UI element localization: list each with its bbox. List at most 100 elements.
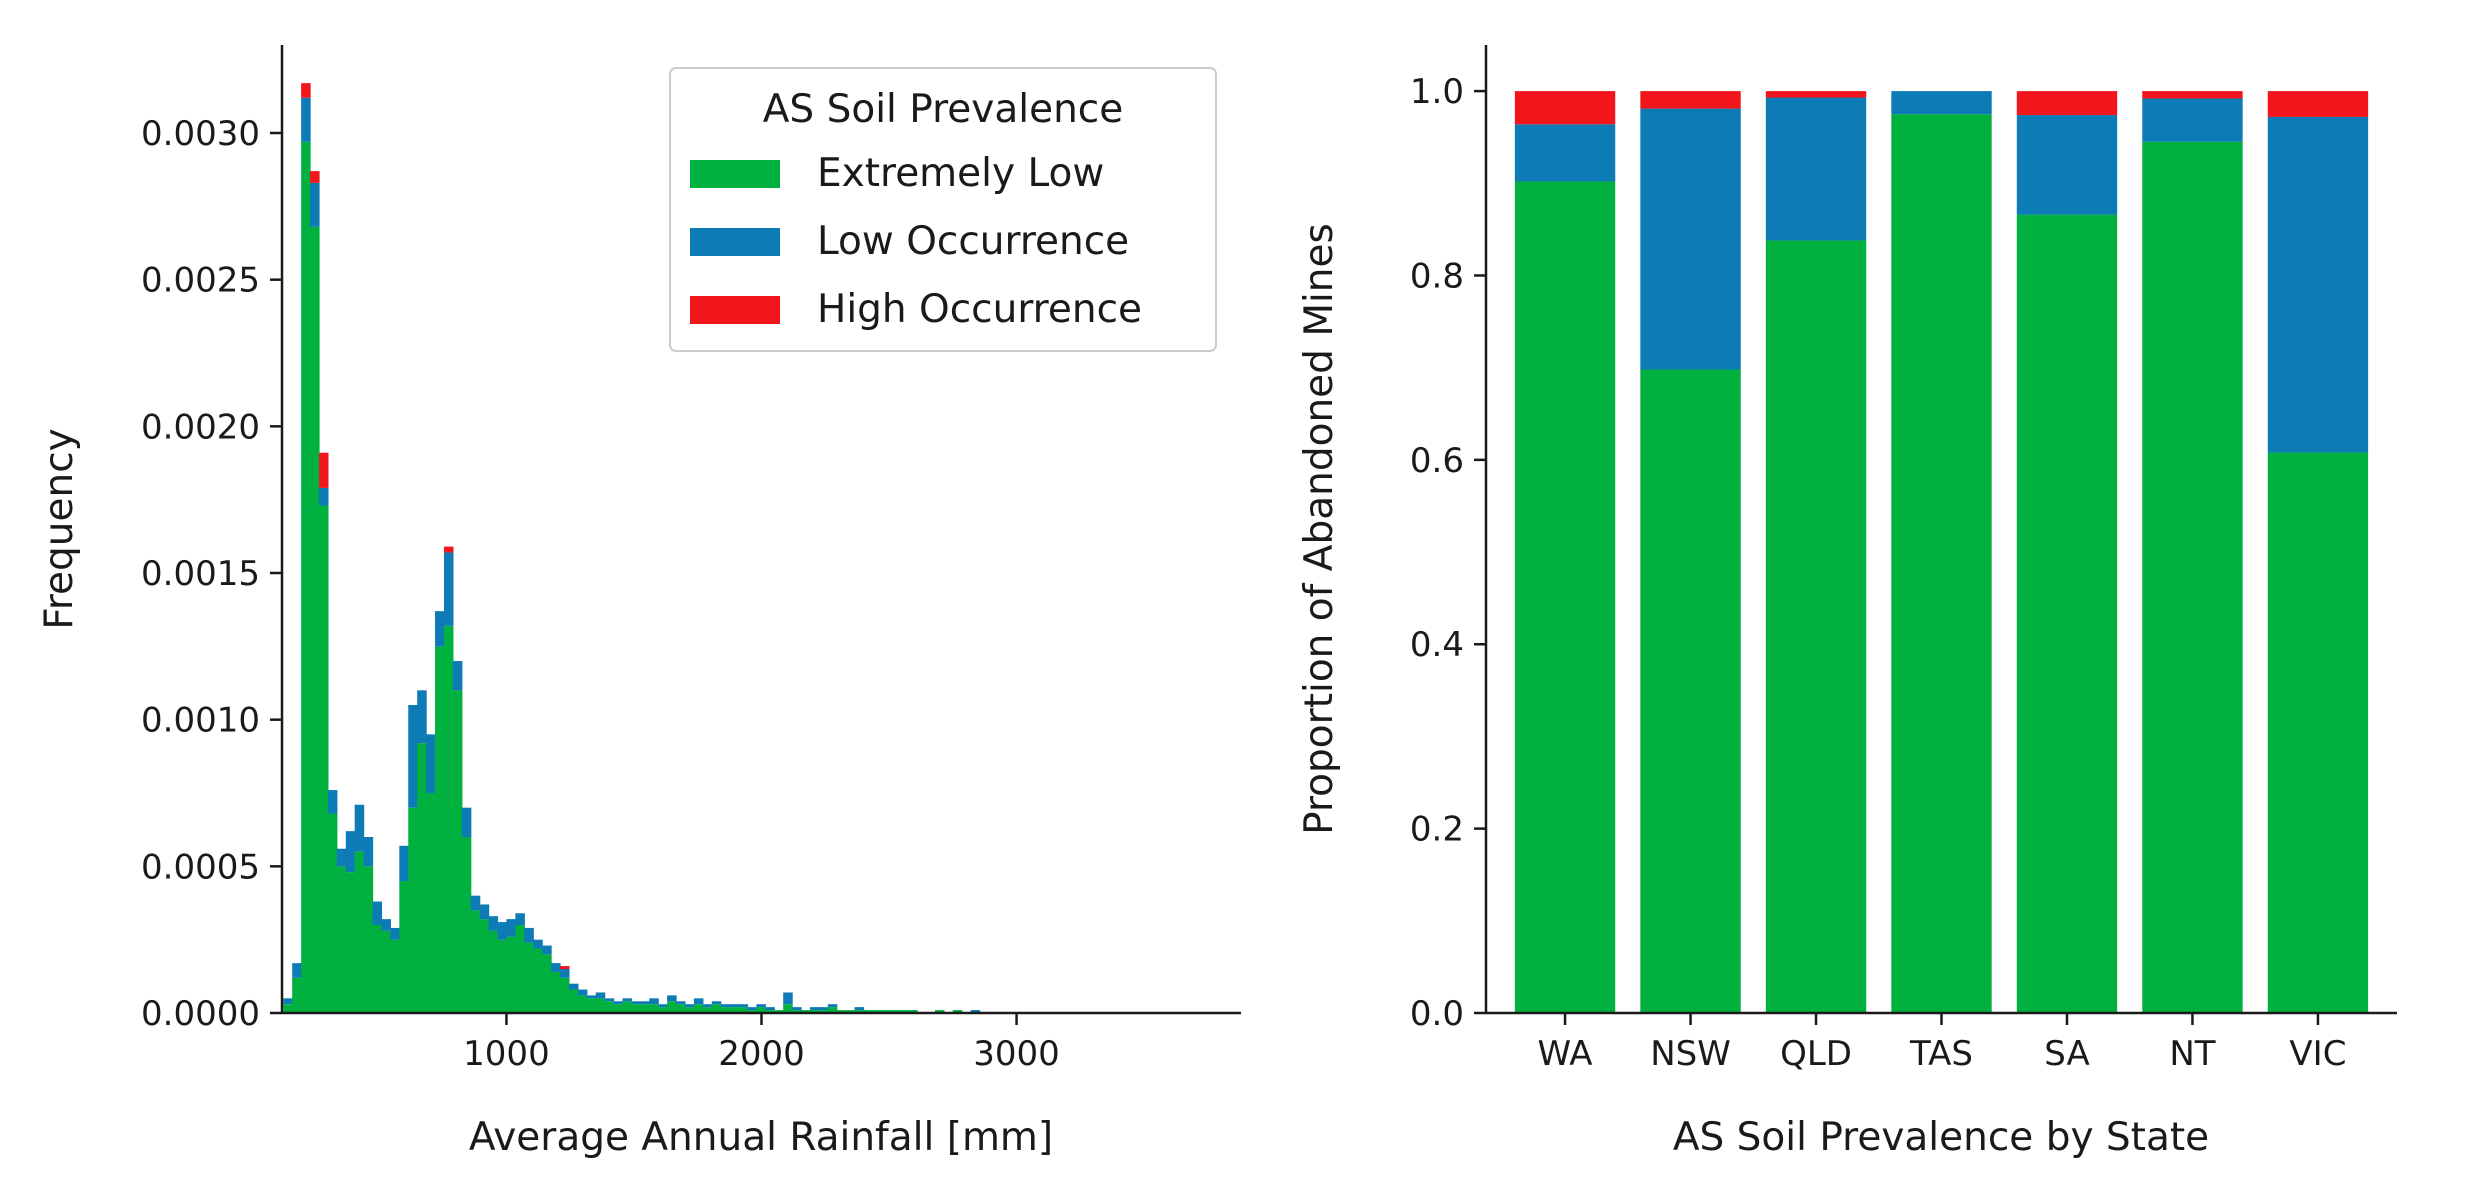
histogram-bar-extremely-low [515,925,525,1013]
histogram-bar-extremely-low [792,1010,802,1013]
histogram-bars [283,83,981,1014]
histogram-bar-extremely-low [720,1007,731,1013]
histogram-bar-extremely-low [845,1010,856,1013]
bar-y-ticks: 0.0 0.2 0.4 0.6 0.8 1.0 [1410,72,1486,1034]
bar-x-tick-label-wa: WA [1538,1034,1593,1074]
histogram-bar-extremely-low [738,1007,749,1013]
bar-nt-extremely-low [2142,141,2243,1014]
histogram-bar-low-occurrence [435,611,445,647]
histogram-bar-extremely-low [372,925,383,1013]
histogram-bar-low-occurrence [310,182,320,227]
histogram-x-tick-label: 3000 [973,1034,1060,1074]
histogram-bar-extremely-low [934,1010,945,1013]
histogram-bar-low-occurrence [818,1007,829,1011]
histogram-bar-low-occurrence [390,927,400,940]
bar-y-tick-label: 0.0 [1410,994,1464,1034]
histogram-bar-low-occurrence [783,992,793,1005]
histogram-bar-low-occurrence [809,1007,820,1011]
histogram-bar-low-occurrence [470,895,481,911]
bar-nsw-high-occurrence [1640,91,1741,109]
histogram-bar-extremely-low [399,881,409,1013]
histogram-bar-extremely-low [827,1007,838,1013]
histogram-bar-low-occurrence [515,913,525,925]
histogram-bar-extremely-low [479,919,490,1013]
histogram-bar-extremely-low [702,1007,713,1013]
legend-label-extremely-low: Extremely Low [817,151,1104,196]
histogram-bar-extremely-low [854,1010,865,1013]
histogram-bar-low-occurrence [354,804,365,852]
histogram-panel: 0.0000 0.0005 0.0010 0.0015 0.0020 0.0025 0.00… [37,45,1241,1160]
histogram-bar-extremely-low [560,977,570,1013]
histogram-bar-extremely-low [408,807,418,1013]
histogram-bar-extremely-low [506,936,516,1013]
histogram-bar-low-occurrence [327,790,338,814]
histogram-bar-low-occurrence [756,1004,766,1008]
bar-wa-extremely-low [1514,181,1616,1013]
bar-x-tick-label-qld: QLD [1780,1034,1852,1074]
histogram-bar-extremely-low [452,690,463,1013]
histogram-bar-extremely-low [318,505,329,1013]
histogram-bar-low-occurrence [301,97,311,142]
bar-qld-extremely-low [1765,240,1867,1013]
histogram-y-tick-label: 0.0005 [141,847,260,887]
histogram-bar-extremely-low [533,948,543,1013]
histogram-x-ticks: 1000 2000 3000 [463,1013,1060,1074]
histogram-bar-extremely-low [684,1007,695,1013]
legend-swatch-low-occurrence [690,228,780,256]
histogram-bar-extremely-low [640,1004,650,1013]
legend: AS Soil Prevalence Extremely Low Low Occ… [669,67,1217,352]
bar-y-tick-label: 0.4 [1410,625,1464,665]
histogram-bar-low-occurrence [702,1004,713,1008]
histogram-bar-low-occurrence [560,969,570,978]
histogram-bar-low-occurrence [765,1007,775,1011]
bar-x-tick-label-nt: NT [2169,1034,2215,1074]
histogram-y-tick-label: 0.0030 [141,114,260,154]
histogram-bar-low-occurrence [426,734,436,793]
histogram-bar-high-occurrence [443,546,454,553]
histogram-bar-low-occurrence [452,661,463,691]
histogram-bar-extremely-low [292,977,302,1013]
histogram-bar-extremely-low [488,930,499,1013]
bar-sa-extremely-low [2016,214,2118,1013]
histogram-bar-low-occurrence [506,919,516,937]
histogram-bar-low-occurrence [667,995,677,1002]
histogram-y-axis-label: Frequency [37,428,82,629]
bar-vic-high-occurrence [2267,91,2369,117]
histogram-bar-low-occurrence [622,998,633,1002]
histogram-bar-low-occurrence [613,1001,624,1005]
legend-label-high-occurrence: High Occurrence [817,287,1142,332]
histogram-bar-extremely-low [676,1004,686,1013]
histogram-bar-extremely-low [747,1010,757,1013]
histogram-bar-low-occurrence [649,998,659,1005]
histogram-bar-extremely-low [908,1010,918,1013]
histogram-bar-low-occurrence [658,1004,668,1008]
histogram-bar-low-occurrence [345,831,356,873]
histogram-bar-extremely-low [461,837,472,1013]
bar-x-tick-label-tas: TAS [1909,1034,1973,1074]
histogram-bar-extremely-low [667,1001,677,1013]
histogram-bar-high-occurrence [310,171,320,183]
bar-tas-low-occurrence [1891,91,1992,115]
histogram-bar-extremely-low [336,866,347,1013]
histogram-bar-extremely-low [783,1004,793,1013]
histogram-bar-extremely-low [283,1004,293,1013]
histogram-bar-extremely-low [658,1007,668,1013]
bar-vic-extremely-low [2267,452,2369,1014]
histogram-bar-extremely-low [693,1004,704,1013]
histogram-bar-extremely-low [568,989,579,1013]
histogram-bar-low-occurrence [533,939,543,949]
histogram-bar-extremely-low [613,1004,624,1013]
histogram-bar-high-occurrence [301,83,311,98]
histogram-bar-low-occurrence [381,919,391,931]
histogram-bar-low-occurrence [711,1001,722,1005]
histogram-bar-low-occurrence [318,487,329,506]
histogram-x-tick-label: 2000 [718,1034,805,1074]
histogram-bar-low-occurrence [542,945,552,955]
histogram-bar-low-occurrence [640,1001,650,1005]
histogram-bar-low-occurrence [363,837,374,867]
histogram-bar-low-occurrence [283,998,293,1005]
histogram-bar-low-occurrence [551,963,561,972]
histogram-y-ticks: 0.0000 0.0005 0.0010 0.0015 0.0020 0.0025 0.00… [141,114,282,1034]
histogram-bar-low-occurrence [336,848,347,867]
